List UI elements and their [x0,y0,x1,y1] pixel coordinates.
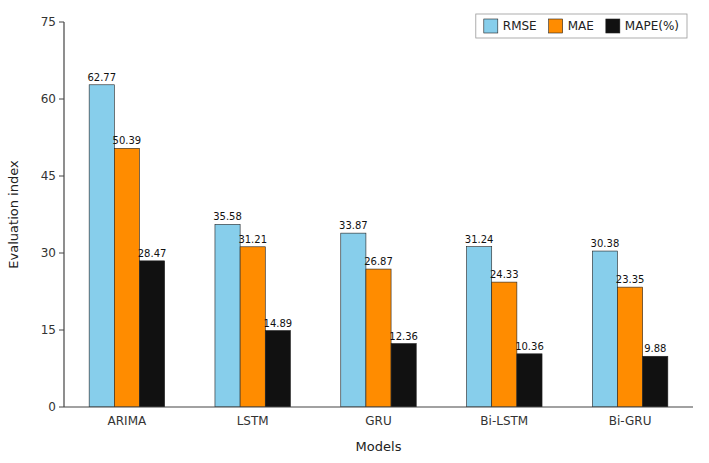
data-label: 31.24 [465,234,494,245]
legend: RMSE MAE MAPE(%) [476,14,687,38]
bar [467,247,492,407]
bar [89,85,114,407]
data-label: 24.33 [490,269,519,280]
legend-label: MAE [568,19,594,33]
bar [341,233,366,407]
y-axis-line [63,22,64,407]
data-label: 62.77 [87,72,116,83]
x-axis: ARIMA LSTM GRU Bi-LSTM Bi-GRU [64,407,693,428]
legend-swatch [606,19,620,33]
y-axis: 0 15 30 45 60 75 [41,15,64,414]
data-labels: 62.77 35.58 33.87 31.24 30.38 50.39 31.21 26.87… [87,72,666,355]
data-label: 10.36 [515,341,544,352]
y-tick-label: 15 [41,323,56,337]
bar [618,287,643,407]
y-tick [59,407,64,408]
y-tick [59,330,64,331]
data-label: 33.87 [339,220,368,231]
data-label: 14.89 [264,318,293,329]
y-tick [59,176,64,177]
legend-label: RMSE [503,19,537,33]
y-tick-label: 60 [41,92,56,106]
legend-swatch [549,19,563,33]
data-label: 23.35 [616,274,645,285]
x-axis-title: Models [356,439,402,454]
x-tick-label: Bi-GRU [609,414,652,428]
data-label: 26.87 [364,256,393,267]
y-tick-label: 0 [48,400,56,414]
y-tick-label: 30 [41,246,56,260]
data-label: 12.36 [389,331,418,342]
bar [391,344,416,407]
data-label: 9.88 [644,343,666,354]
bar [366,269,391,407]
bar [592,251,617,407]
legend-box [476,14,687,38]
data-label: 50.39 [113,135,142,146]
chart-container: 0 15 30 45 60 75 62.77 35.58 33.87 31.24 30.38 50.3… [0,0,709,463]
bar [215,224,240,407]
x-tick-label: Bi-LSTM [480,414,528,428]
bar [114,148,139,407]
y-tick [59,22,64,23]
data-label: 35.58 [213,211,242,222]
data-label: 31.21 [238,234,267,245]
y-tick-label: 75 [41,15,56,29]
bar [517,354,542,407]
x-axis-line [64,406,693,407]
bars [89,85,668,407]
x-tick-label: ARIMA [108,414,147,428]
y-tick [59,253,64,254]
chart-svg: 0 15 30 45 60 75 62.77 35.58 33.87 31.24 30.38 50.3… [0,0,709,463]
y-tick [59,99,64,100]
legend-label: MAPE(%) [625,19,679,33]
y-axis-title: Evaluation index [6,160,21,269]
x-tick-label: LSTM [237,414,269,428]
bar [265,331,290,407]
bar [139,261,164,407]
y-tick-label: 45 [41,169,56,183]
bar [643,356,668,407]
bar [492,282,517,407]
data-label: 30.38 [591,238,620,249]
bar [240,247,265,407]
legend-swatch [484,19,498,33]
x-tick-label: GRU [365,414,391,428]
data-label: 28.47 [138,248,167,259]
